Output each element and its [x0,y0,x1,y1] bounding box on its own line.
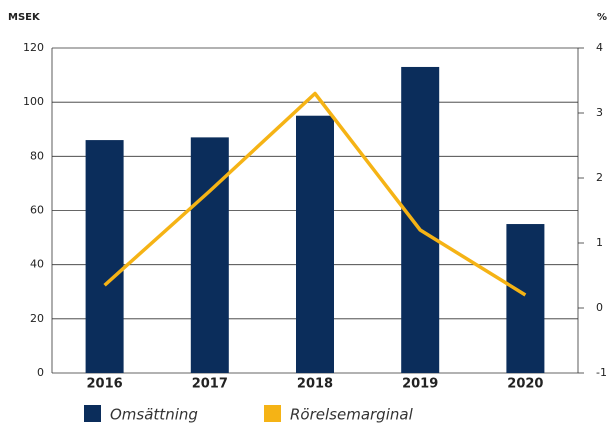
bar [85,140,124,373]
y2-tick-label: 2 [596,171,603,184]
y2-axis-label: % [597,12,607,23]
legend-label: Omsättning [110,406,198,424]
y-tick-label: 80 [30,149,44,162]
x-tick-label: 2020 [507,377,543,392]
legend-swatch [264,405,281,422]
y2-tick-label: 4 [596,41,603,54]
y2-tick-label: 0 [596,301,603,314]
x-tick-label: 2016 [87,377,123,392]
y-tick-label: 40 [30,258,44,271]
y2-tick-label: 1 [596,236,603,249]
bar [296,115,334,373]
y-axis-label: MSEK [8,12,41,23]
y2-tick-label: -1 [596,366,607,379]
x-tick-label: 2017 [192,377,228,392]
y-tick-label: 100 [23,95,44,108]
legend-label: Rörelsemarginal [290,406,414,424]
y-tick-label: 60 [30,204,44,217]
y-tick-label: 0 [37,366,44,379]
x-tick-label: 2019 [402,377,438,392]
y2-tick-label: 3 [596,106,603,119]
y-tick-label: 120 [23,41,44,54]
bar [506,224,545,373]
bar [401,66,440,373]
legend-swatch [84,405,101,422]
bar [190,137,229,373]
x-tick-label: 2018 [297,377,333,392]
y-tick-label: 20 [30,312,44,325]
line [103,91,527,297]
